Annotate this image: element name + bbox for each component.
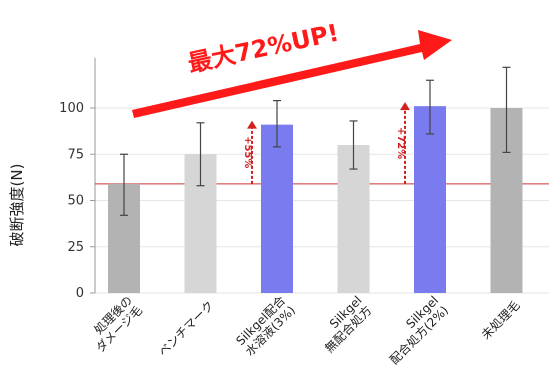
bar <box>337 145 370 293</box>
bar <box>414 106 446 294</box>
category-label: 未処理毛 <box>479 298 523 342</box>
y-tick-label: 100 <box>59 101 84 116</box>
category-label-line: ベンチマーク <box>156 298 217 359</box>
category-label-line: 未処理毛 <box>479 298 523 342</box>
headline-group: 最大72%UP! <box>132 19 452 118</box>
y-tick-label: 50 <box>67 194 84 209</box>
increase-label: +55% <box>242 136 253 168</box>
bars <box>108 106 523 294</box>
bar <box>261 124 293 294</box>
error-bars <box>120 66 511 216</box>
increase-annotations: +55% +72% <box>242 102 410 184</box>
increase-arrow-head <box>247 120 257 129</box>
y-tick-label: 0 <box>76 286 84 301</box>
y-tick-label: 75 <box>67 147 84 162</box>
y-tick-label: 25 <box>67 240 84 255</box>
gridlines <box>95 107 549 294</box>
trend-arrow <box>132 30 452 118</box>
y-axis: 0 25 50 75 100 <box>59 57 96 301</box>
category-label: ベンチマーク <box>156 298 217 359</box>
increase-label: +72% <box>395 127 406 159</box>
y-axis-label: 破断強度(N) <box>8 164 26 247</box>
increase-arrow-head <box>400 102 410 111</box>
